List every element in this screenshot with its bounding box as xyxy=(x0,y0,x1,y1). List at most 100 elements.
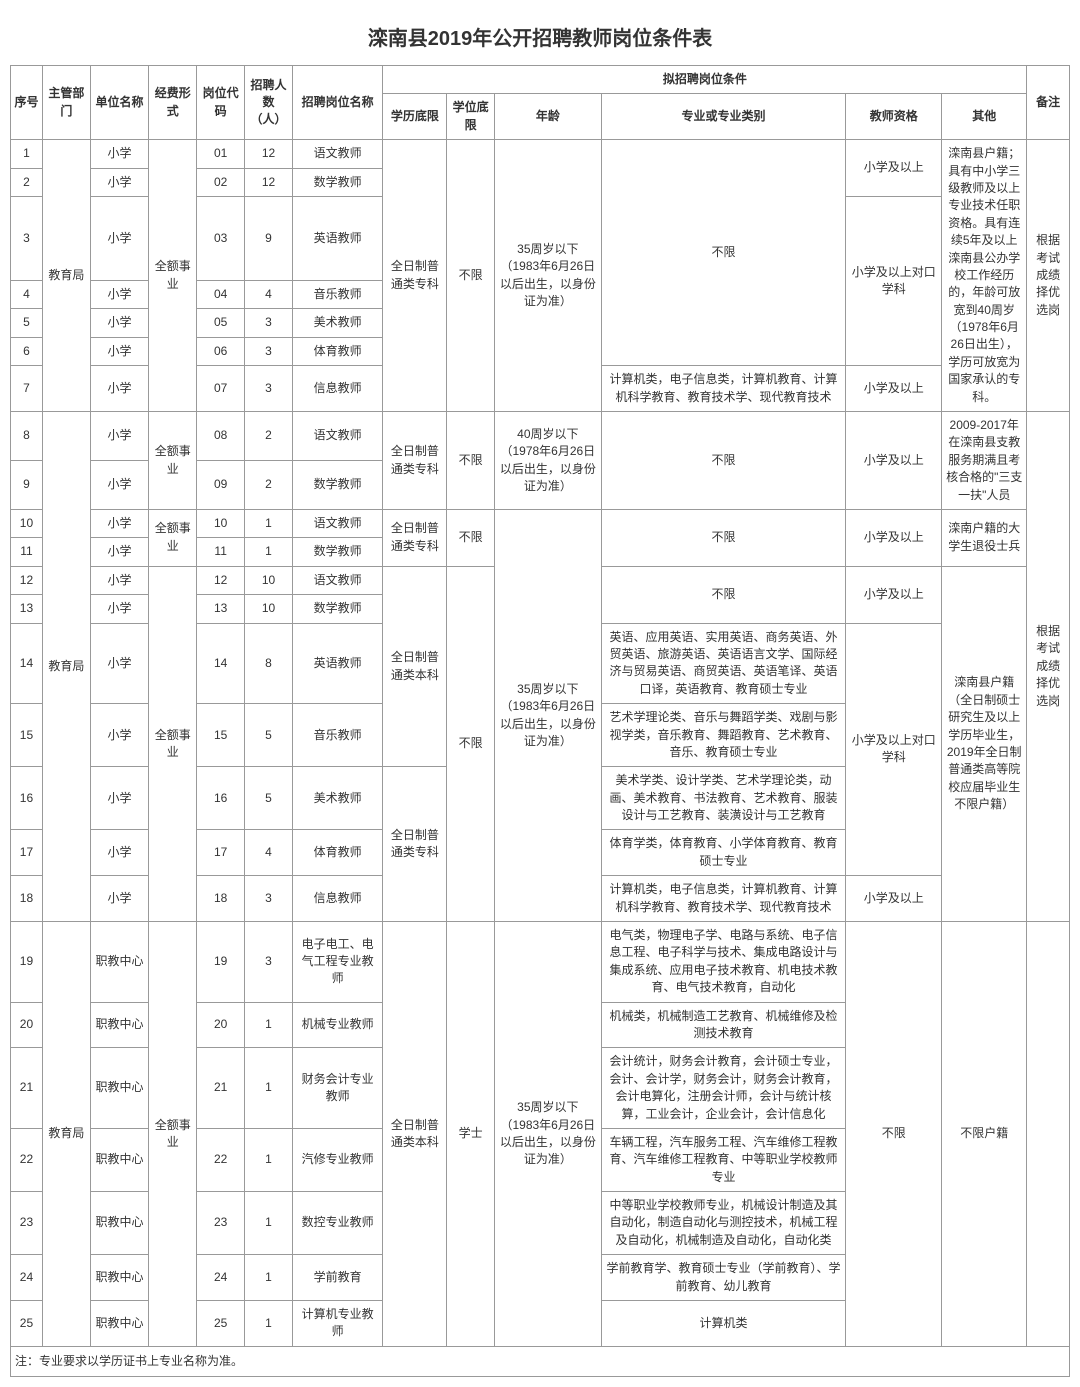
cell-code: 17 xyxy=(197,830,245,876)
cell-edu: 全日制普通类专科 xyxy=(383,412,447,510)
cell-major: 计算机类，电子信息类，计算机教育、计算机科学教育、教育技术学、现代教育技术 xyxy=(601,366,846,412)
cell-code: 03 xyxy=(197,196,245,280)
cell-unit: 小学 xyxy=(90,461,149,510)
cell-major: 会计统计，财务会计教育，会计硕士专业，会计、会计学，财务会计，财务会计教育，会计… xyxy=(601,1048,846,1129)
cell-post: 数学教师 xyxy=(292,461,382,510)
table-row: 10 小学 全额事业 10 1 语文教师 全日制普通类专科 不限 35周岁以下（… xyxy=(11,509,1070,537)
cell-code: 25 xyxy=(197,1301,245,1347)
cell-seq: 12 xyxy=(11,566,43,594)
cell-other: 滦南县户籍（全日制硕士研究生及以上学历毕业生，2019年全日制普通类高等院校应届… xyxy=(942,566,1027,921)
cell-count: 3 xyxy=(245,922,293,1003)
cell-post: 体育教师 xyxy=(292,337,382,365)
cell-unit: 小学 xyxy=(90,412,149,461)
cell-deg: 不限 xyxy=(447,509,495,566)
h-major: 专业或专业类别 xyxy=(601,94,846,140)
cell-post: 语文教师 xyxy=(292,140,382,168)
cell-count: 12 xyxy=(245,140,293,168)
cell-post: 电子电工、电气工程专业教师 xyxy=(292,922,382,1003)
cell-unit: 小学 xyxy=(90,509,149,537)
cell-count: 1 xyxy=(245,1048,293,1129)
cell-major: 美术学类、设计学类、艺术学理论类，动画、美术教育、书法教育、艺术教育、服装设计与… xyxy=(601,767,846,830)
cell-major: 不限 xyxy=(601,566,846,623)
cell-cert: 小学及以上 xyxy=(846,509,942,566)
cell-post: 计算机专业教师 xyxy=(292,1301,382,1347)
cell-count: 10 xyxy=(245,566,293,594)
cell-code: 10 xyxy=(197,509,245,537)
cell-other: 滦南户籍的大学生退役士兵 xyxy=(942,509,1027,566)
cell-seq: 11 xyxy=(11,538,43,566)
cell-seq: 1 xyxy=(11,140,43,168)
h-cert: 教师资格 xyxy=(846,94,942,140)
cell-post: 数学教师 xyxy=(292,538,382,566)
h-fund: 经费形式 xyxy=(149,66,197,140)
h-count: 招聘人数（人） xyxy=(245,66,293,140)
cell-unit: 小学 xyxy=(90,704,149,767)
cell-fund: 全额事业 xyxy=(149,922,197,1347)
cell-seq: 14 xyxy=(11,623,43,704)
cell-unit: 职教中心 xyxy=(90,922,149,1003)
cell-code: 11 xyxy=(197,538,245,566)
h-deg: 学位底限 xyxy=(447,94,495,140)
cell-code: 23 xyxy=(197,1192,245,1255)
cell-count: 1 xyxy=(245,1192,293,1255)
cell-count: 3 xyxy=(245,366,293,412)
cell-deg: 不限 xyxy=(447,412,495,510)
cell-deg: 不限 xyxy=(447,566,495,921)
cell-unit: 职教中心 xyxy=(90,1192,149,1255)
cell-post: 数学教师 xyxy=(292,595,382,623)
h-cond: 拟招聘岗位条件 xyxy=(383,66,1027,94)
footnote-row: 注：专业要求以学历证书上专业名称为准。 xyxy=(11,1346,1070,1376)
cell-seq: 7 xyxy=(11,366,43,412)
cell-seq: 24 xyxy=(11,1255,43,1301)
cell-major: 计算机类，电子信息类，计算机教育、计算机科学教育、教育技术学、现代教育技术 xyxy=(601,876,846,922)
cell-unit: 职教中心 xyxy=(90,1128,149,1191)
cell-count: 3 xyxy=(245,309,293,337)
cell-age: 35周岁以下（1983年6月26日以后出生，以身份证为准） xyxy=(495,509,601,921)
cell-major: 英语、应用英语、实用英语、商务英语、外贸英语、旅游英语、英语语言文学、国际经济与… xyxy=(601,623,846,704)
cell-count: 2 xyxy=(245,412,293,461)
cell-fund: 全额事业 xyxy=(149,566,197,921)
cell-seq: 25 xyxy=(11,1301,43,1347)
cell-major: 不限 xyxy=(601,509,846,566)
cell-dept: 教育局 xyxy=(42,140,90,412)
cell-seq: 17 xyxy=(11,830,43,876)
cell-seq: 13 xyxy=(11,595,43,623)
cell-unit: 小学 xyxy=(90,595,149,623)
cell-count: 3 xyxy=(245,337,293,365)
cell-code: 02 xyxy=(197,168,245,196)
cell-fund: 全额事业 xyxy=(149,140,197,412)
cell-post: 机械专业教师 xyxy=(292,1002,382,1048)
cell-code: 21 xyxy=(197,1048,245,1129)
cell-major: 中等职业学校教师专业，机械设计制造及其自动化，制造自动化与测控技术，机械工程及自… xyxy=(601,1192,846,1255)
table-row: 19 教育局 职教中心 全额事业 19 3 电子电工、电气工程专业教师 全日制普… xyxy=(11,922,1070,1003)
cell-cert: 小学及以上 xyxy=(846,140,942,197)
cell-other: 滦南县户籍；具有中小学三级教师及以上专业技术任职资格。具有连续5年及以上滦南县公… xyxy=(942,140,1027,412)
h-age: 年龄 xyxy=(495,94,601,140)
cell-post: 信息教师 xyxy=(292,876,382,922)
cell-major: 不限 xyxy=(601,140,846,366)
cell-unit: 小学 xyxy=(90,767,149,830)
cell-count: 1 xyxy=(245,1301,293,1347)
cell-unit: 小学 xyxy=(90,830,149,876)
cell-seq: 16 xyxy=(11,767,43,830)
cell-code: 15 xyxy=(197,704,245,767)
cell-code: 09 xyxy=(197,461,245,510)
cell-remark xyxy=(1027,922,1070,1347)
cell-unit: 小学 xyxy=(90,140,149,168)
cell-post: 财务会计专业教师 xyxy=(292,1048,382,1129)
cell-count: 2 xyxy=(245,461,293,510)
cell-edu: 全日制普通类专科 xyxy=(383,767,447,922)
h-dept: 主管部门 xyxy=(42,66,90,140)
cell-seq: 4 xyxy=(11,281,43,309)
h-unit: 单位名称 xyxy=(90,66,149,140)
cell-remark: 根据考试成绩择优选岗 xyxy=(1027,140,1070,412)
cell-count: 5 xyxy=(245,704,293,767)
cell-code: 12 xyxy=(197,566,245,594)
cell-cert: 小学及以上对口学科 xyxy=(846,196,942,365)
cell-unit: 小学 xyxy=(90,168,149,196)
table-row: 1 教育局 小学 全额事业 01 12 语文教师 全日制普通类专科 不限 35周… xyxy=(11,140,1070,168)
cell-post: 信息教师 xyxy=(292,366,382,412)
cell-unit: 职教中心 xyxy=(90,1048,149,1129)
cell-edu: 全日制普通类本科 xyxy=(383,566,447,767)
cell-unit: 职教中心 xyxy=(90,1002,149,1048)
